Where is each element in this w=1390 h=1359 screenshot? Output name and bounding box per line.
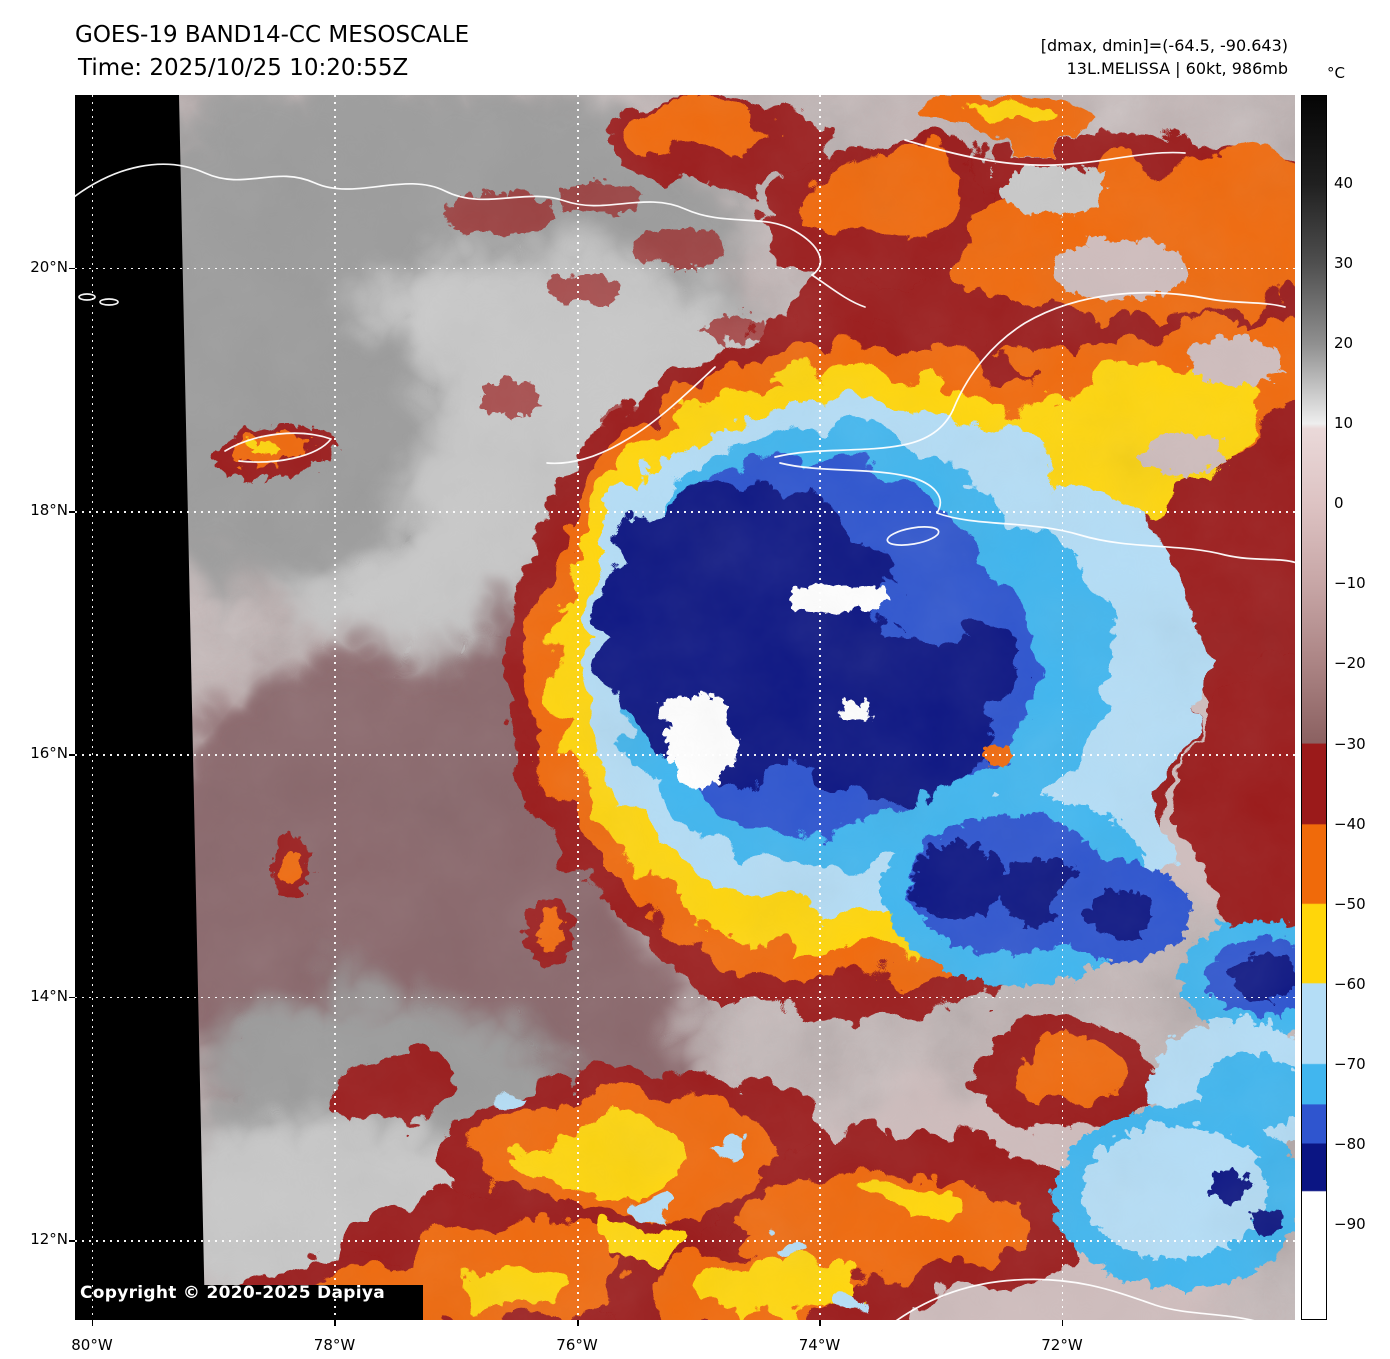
data-range: [dmax, dmin]=(-64.5, -90.643) bbox=[1040, 36, 1288, 55]
satellite-imagery bbox=[75, 95, 1295, 1320]
lat-tick-label: 18°N bbox=[30, 501, 68, 519]
colorbar-tick-label: −80 bbox=[1334, 1134, 1366, 1153]
lat-tick-label: 12°N bbox=[30, 1230, 68, 1248]
coastlines bbox=[75, 139, 1295, 1320]
colorbar-tick-label: −90 bbox=[1334, 1214, 1366, 1233]
colorbar-tick-label: −40 bbox=[1334, 814, 1366, 833]
colorbar-tick-label: −50 bbox=[1334, 894, 1366, 913]
no-data-region bbox=[75, 95, 423, 1320]
scan-time: Time: 2025/10/25 10:20:55Z bbox=[78, 55, 409, 81]
colorbar-tick-label: −10 bbox=[1334, 574, 1366, 593]
lat-tick-label: 20°N bbox=[30, 257, 68, 276]
copyright-watermark: Copyright © 2020-2025 Dapiya bbox=[80, 1283, 385, 1303]
lon-tick-label: 80°W bbox=[71, 1336, 113, 1354]
satellite-map: Copyright © 2020-2025 Dapiya bbox=[75, 95, 1295, 1320]
colorbar-tick-label: −70 bbox=[1334, 1054, 1366, 1073]
lon-tick-mark bbox=[819, 1320, 821, 1326]
lon-tick-label: 76°W bbox=[556, 1336, 598, 1354]
colorbar bbox=[1301, 95, 1327, 1320]
colorbar-tick-label: −30 bbox=[1334, 734, 1366, 753]
lon-tick-label: 78°W bbox=[313, 1336, 356, 1354]
colorbar-tick-label: −60 bbox=[1334, 974, 1366, 993]
colorbar-tick-label: 20 bbox=[1334, 334, 1354, 353]
lon-tick-mark bbox=[577, 1320, 579, 1326]
lat-tick-label: 16°N bbox=[30, 744, 68, 763]
lat-tick-label: 14°N bbox=[30, 986, 68, 1005]
colorbar-tick-label: 0 bbox=[1334, 494, 1344, 513]
lon-tick-label: 72°W bbox=[1041, 1336, 1083, 1354]
lon-tick-label: 74°W bbox=[798, 1336, 841, 1354]
colorbar-tick-label: 30 bbox=[1334, 254, 1354, 273]
colorbar-tick-label: 10 bbox=[1334, 414, 1354, 433]
lon-tick-mark bbox=[334, 1320, 336, 1326]
colorbar-unit: °C bbox=[1327, 64, 1345, 82]
storm-info: 13L.MELISSA | 60kt, 986mb bbox=[1066, 59, 1288, 78]
colorbar-tick-label: −20 bbox=[1334, 654, 1366, 673]
lon-tick-mark bbox=[1061, 1320, 1064, 1326]
lon-tick-mark bbox=[91, 1320, 94, 1326]
product-title: GOES-19 BAND14-CC MESOSCALE bbox=[75, 22, 470, 48]
colorbar-tick-label: 40 bbox=[1334, 174, 1354, 193]
